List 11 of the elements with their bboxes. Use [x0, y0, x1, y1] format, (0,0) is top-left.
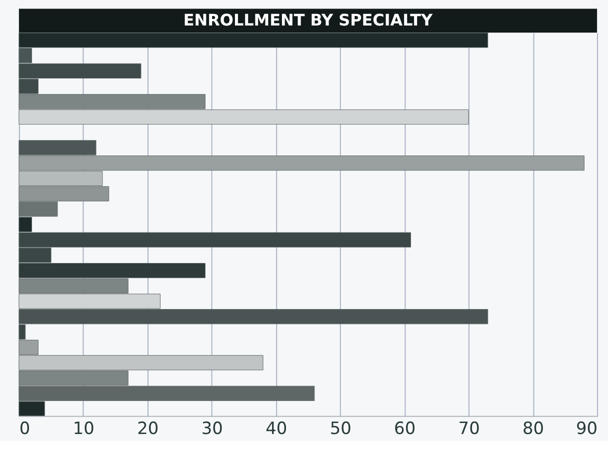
x-tick-label: 90 — [576, 418, 598, 438]
x-tick-label: 10 — [72, 418, 94, 438]
x-tick-label: 50 — [330, 418, 352, 438]
x-tick-label: 20 — [137, 418, 159, 438]
chart-title: ENROLLMENT BY SPECIALTY — [183, 10, 434, 30]
x-tick-label: 80 — [522, 418, 544, 438]
x-tick-label: 30 — [201, 418, 223, 438]
x-tick-label: 70 — [458, 418, 480, 438]
x-tick-label: 60 — [394, 418, 416, 438]
x-tick-label: 40 — [266, 418, 288, 438]
x-tick-label: 0 — [19, 418, 30, 438]
